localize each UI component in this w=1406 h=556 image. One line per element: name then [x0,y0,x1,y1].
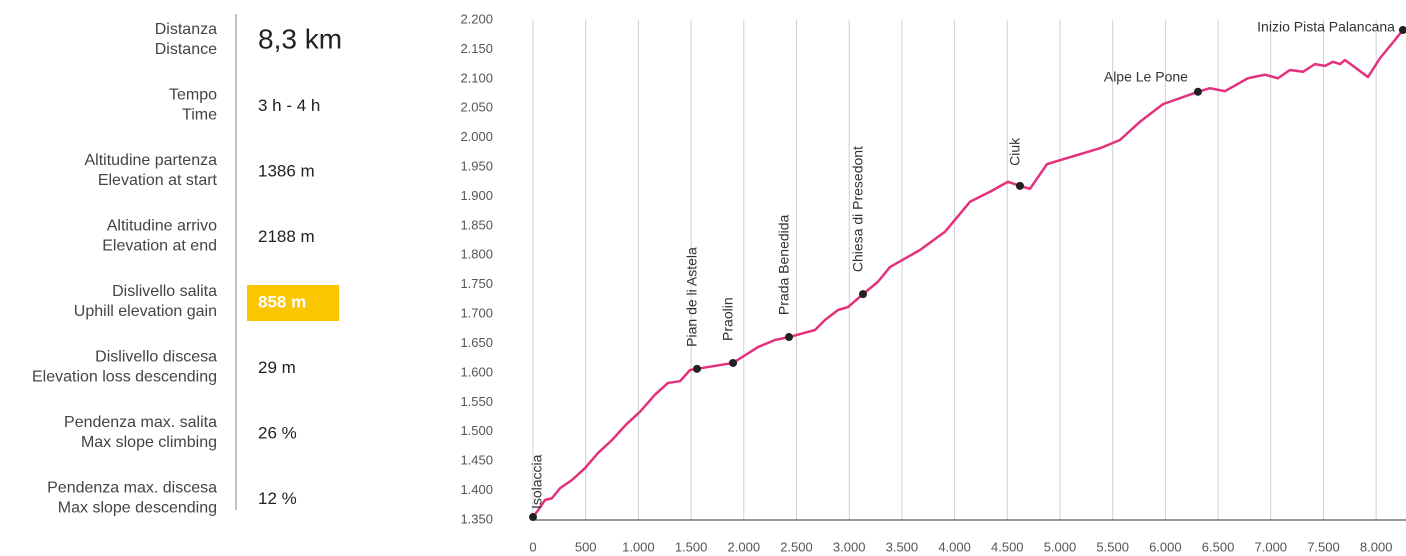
x-tick-label: 6.000 [1149,539,1182,554]
x-tick-label: 2.000 [728,539,761,554]
waypoint-label: Isolaccia [529,454,545,509]
y-tick-label: 2.200 [460,11,493,26]
stat-sublabel: Time [182,107,217,124]
x-tick-label: 0 [529,539,536,554]
waypoint [1398,26,1406,34]
stat-value: 8,3 km [258,23,342,54]
x-tick-label: 3.500 [886,539,919,554]
waypoint [1193,87,1202,96]
y-tick-label: 1.650 [460,335,493,350]
y-tick-label: 2.050 [460,100,493,115]
y-tick-label: 1.950 [460,158,493,173]
x-tick-label: 7.500 [1307,539,1340,554]
y-tick-label: 1.350 [460,511,493,526]
stat-label: Dislivello discesa [95,349,217,366]
y-tick-label: 1.850 [460,217,493,232]
x-tick-label: 7.000 [1255,539,1288,554]
stat-sublabel: Elevation at start [98,172,218,189]
elevation-line [531,29,1404,518]
y-tick-label: 2.100 [460,70,493,85]
y-tick-label: 1.600 [460,364,493,379]
waypoint-label: Prada Benedida [776,214,792,315]
x-tick-label: 2.500 [780,539,813,554]
y-tick-label: 1.550 [460,394,493,409]
stat-label: Distanza [155,21,217,38]
x-tick-label: 5.000 [1044,539,1077,554]
x-tick-label: 3.000 [833,539,866,554]
waypoint-label: Inizio Pista Palancana [1257,19,1395,35]
stat-value: 12 % [258,489,297,508]
stat-label: Altitudine partenza [84,152,217,169]
waypoint [785,333,794,342]
stat-value: 2188 m [258,227,315,246]
stat-label: Pendenza max. discesa [47,480,217,497]
stat-value: 29 m [258,358,296,377]
x-tick-label: 4.500 [991,539,1024,554]
waypoint [1015,181,1024,190]
stat-sublabel: Max slope descending [58,500,217,517]
y-tick-label: 1.800 [460,247,493,262]
y-tick-label: 1.400 [460,482,493,497]
stat-label: Dislivello salita [112,283,217,300]
waypoint-label: Praolin [720,297,736,341]
y-tick-label: 1.450 [460,453,493,468]
x-tick-label: 6.500 [1202,539,1235,554]
waypoint-label: Alpe Le Pone [1104,68,1188,84]
y-tick-label: 1.500 [460,423,493,438]
y-tick-label: 1.700 [460,306,493,321]
stat-sublabel: Max slope climbing [81,434,217,451]
waypoint [858,290,867,299]
stat-value: 1386 m [258,161,315,180]
stat-value: 26 % [258,423,297,442]
y-tick-label: 1.900 [460,188,493,203]
x-tick-label: 500 [575,539,597,554]
x-tick-label: 1.000 [622,539,655,554]
stat-label: Altitudine arrivo [107,218,217,235]
y-tick-label: 2.000 [460,129,493,144]
waypoint-label: Chiesa di Presedont [850,146,866,272]
stat-label: Pendenza max. salita [64,414,217,431]
waypoint [529,513,537,522]
waypoint [729,358,738,367]
stat-sublabel: Distance [155,41,217,58]
y-tick-label: 2.150 [460,41,493,56]
stat-sublabel: Uphill elevation gain [74,303,217,320]
x-tick-label: 5.500 [1096,539,1129,554]
stat-sublabel: Elevation loss descending [32,369,217,386]
y-tick-label: 1.750 [460,276,493,291]
stat-sublabel: Elevation at end [102,238,217,255]
x-tick-label: 4.000 [938,539,971,554]
x-tick-label: 1.500 [675,539,708,554]
stat-label: Tempo [169,87,217,104]
waypoint-label: Ciuk [1007,137,1023,166]
stat-value: 858 m [258,292,306,311]
waypoint-label: Pian de li Astela [684,247,700,347]
x-tick-label: 8.000 [1360,539,1393,554]
waypoint [692,364,701,373]
stat-value: 3 h - 4 h [258,96,320,115]
stat-highlight [247,285,339,321]
